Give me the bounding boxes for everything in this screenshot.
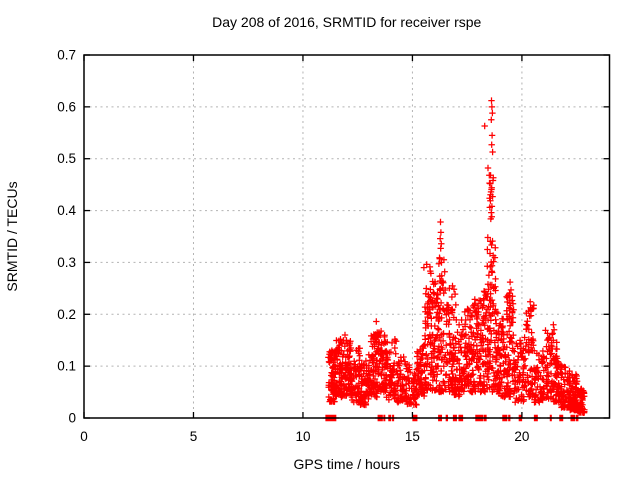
y-tick-label: 0.5 [57,151,76,166]
data-points [322,97,588,422]
plot-border [83,54,611,419]
x-tick-labels: 0 5 10 15 20 [80,429,529,444]
y-axis-label: SRMTID / TECUs [4,181,20,291]
y-tick-labels: 0 0.1 0.2 0.3 0.4 0.5 0.6 0.7 [57,48,76,426]
chart-title: Day 208 of 2016, SRMTID for receiver rsp… [212,14,481,30]
y-tick-label: 0.6 [57,99,76,114]
y-tick-label: 0.4 [57,203,76,218]
x-tick-label: 10 [295,429,310,444]
x-tick-label: 15 [405,429,420,444]
x-tick-label: 5 [190,429,198,444]
y-tick-label: 0 [68,411,76,426]
y-tick-label: 0.7 [57,48,76,63]
y-tick-label: 0.2 [57,307,76,322]
y-tick-label: 0.1 [57,359,76,374]
x-tick-label: 20 [514,429,529,444]
x-axis-label: GPS time / hours [293,456,400,472]
x-tick-label: 0 [80,429,88,444]
scatter-plus-markers [322,97,588,422]
y-tick-label: 0.3 [57,255,76,270]
